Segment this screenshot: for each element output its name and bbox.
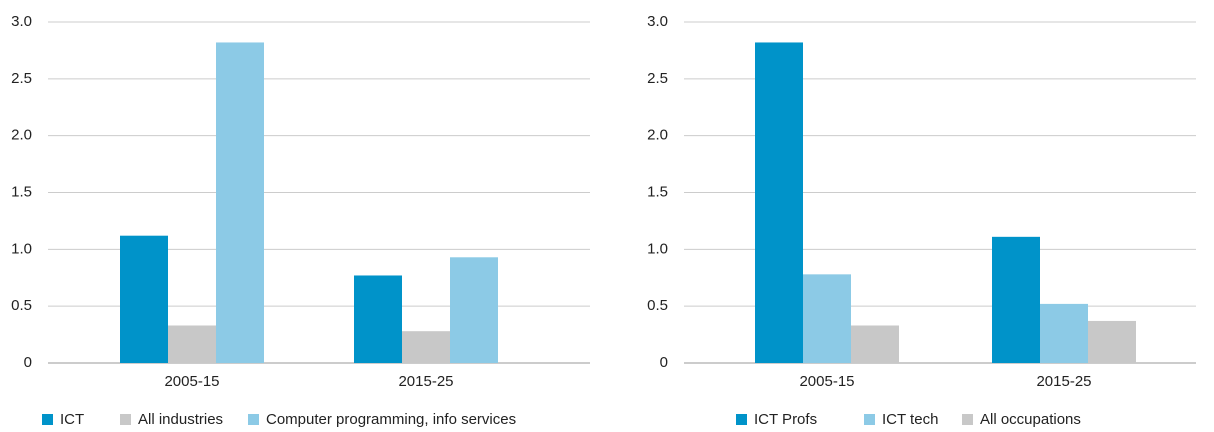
y-tick-label: 2.5 xyxy=(647,70,668,87)
legend-label: ICT tech xyxy=(882,411,938,428)
bar xyxy=(402,331,450,363)
x-tick-label: 2015-25 xyxy=(1036,373,1091,390)
bar xyxy=(992,236,1040,363)
bar xyxy=(755,42,803,364)
legend-label: ICT Profs xyxy=(754,411,817,428)
y-tick-label: 1.0 xyxy=(11,240,32,257)
bar xyxy=(1088,320,1136,363)
legend-swatch xyxy=(120,414,131,425)
y-tick-label: 0.5 xyxy=(647,297,668,314)
legend-label: Computer programming, info services xyxy=(266,411,516,428)
bar xyxy=(851,325,899,363)
x-tick-label: 2005-15 xyxy=(164,373,219,390)
legend-label: ICT xyxy=(60,411,84,428)
legend-label: All occupations xyxy=(980,411,1081,428)
bar xyxy=(168,325,216,363)
legend-swatch xyxy=(864,414,875,425)
x-tick-label: 2015-25 xyxy=(398,373,453,390)
y-tick-label: 2.0 xyxy=(647,127,668,144)
bar xyxy=(803,274,851,363)
legend-swatch xyxy=(962,414,973,425)
legend-swatch xyxy=(42,414,53,425)
y-tick-label: 1.5 xyxy=(647,183,668,200)
bar xyxy=(216,42,264,364)
y-tick-label: 0 xyxy=(660,354,668,371)
bar xyxy=(354,275,402,363)
y-tick-label: 3.0 xyxy=(11,13,32,30)
legend-label: All industries xyxy=(138,411,223,428)
bar xyxy=(120,235,168,363)
y-tick-label: 0 xyxy=(24,354,32,371)
y-tick-label: 2.0 xyxy=(11,127,32,144)
y-tick-label: 2.5 xyxy=(11,70,32,87)
y-tick-label: 3.0 xyxy=(647,13,668,30)
y-tick-label: 0.5 xyxy=(11,297,32,314)
y-tick-label: 1.0 xyxy=(647,240,668,257)
legend-swatch xyxy=(248,414,259,425)
y-tick-label: 1.5 xyxy=(11,183,32,200)
x-tick-label: 2005-15 xyxy=(799,373,854,390)
bar xyxy=(1040,303,1088,363)
bar xyxy=(450,257,498,363)
legend-swatch xyxy=(736,414,747,425)
